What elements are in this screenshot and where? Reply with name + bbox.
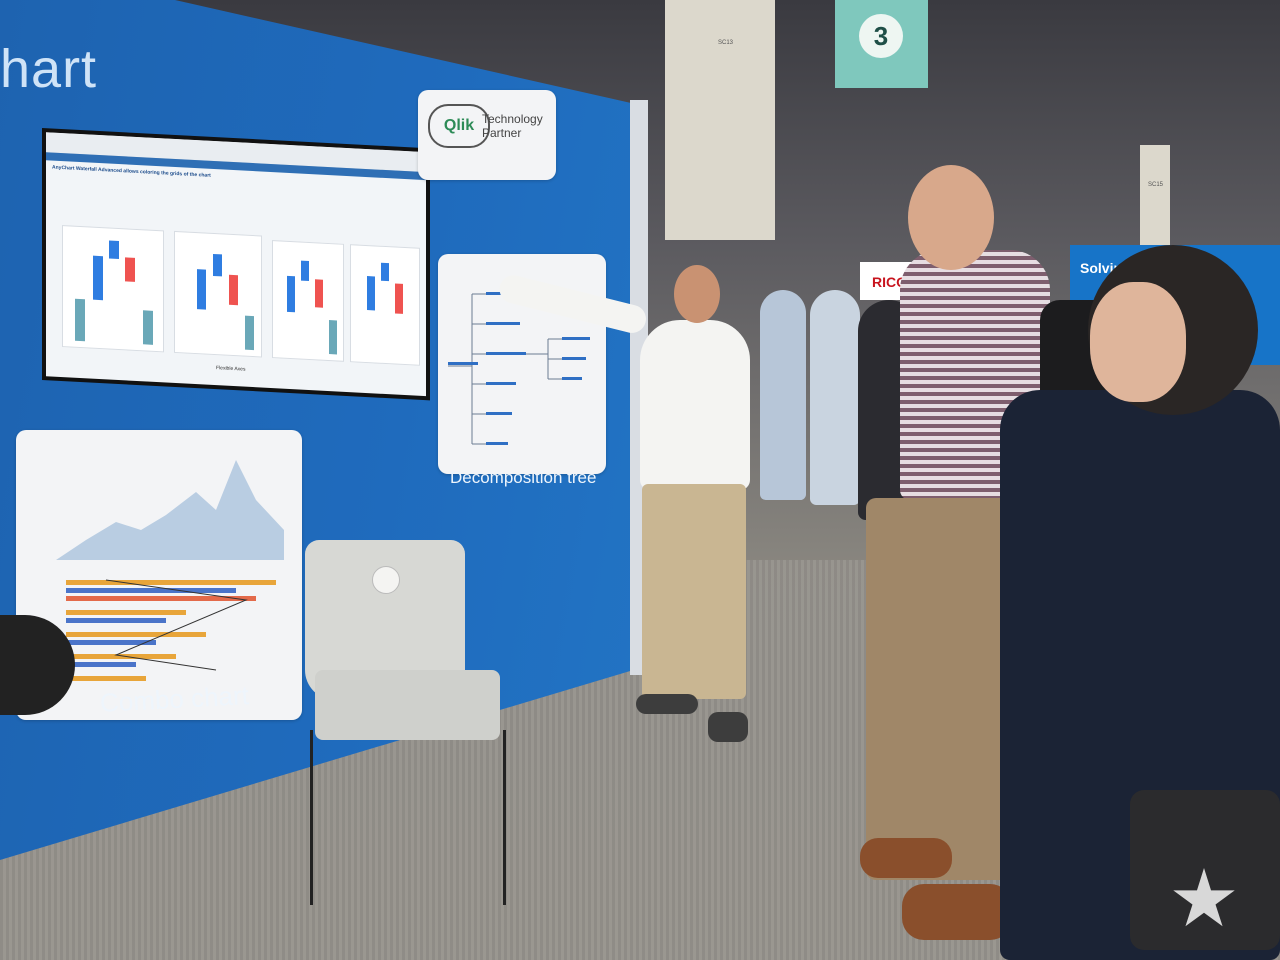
- chart-bar: [93, 255, 103, 301]
- chair-logo-sticker: [372, 566, 400, 594]
- waterfall-chart: [62, 225, 164, 353]
- waterfall-chart: [350, 244, 420, 366]
- attendee-shoe: [860, 838, 952, 878]
- background-attendee: [760, 290, 806, 500]
- partner-label: Technology Partner: [482, 112, 543, 140]
- chair-legs: [310, 730, 506, 905]
- chart-bar: [143, 310, 153, 345]
- chart-bar: [75, 298, 85, 342]
- combo-chart-graphic: [56, 460, 284, 681]
- chart-bar: [367, 276, 375, 311]
- attendee-head: [908, 165, 994, 270]
- attendee-face: [1090, 282, 1186, 402]
- presenter-shoe: [708, 712, 748, 742]
- chart-bar: [301, 260, 309, 281]
- waterfall-chart: [174, 230, 262, 358]
- chart-bar: [315, 279, 323, 308]
- background-attendee: [810, 290, 860, 505]
- chart-bar: [329, 320, 337, 355]
- tote-bag: [1130, 790, 1280, 950]
- chart-bar: [287, 275, 295, 313]
- display-monitor: AnyChart Waterfall Advanced allows color…: [42, 128, 430, 401]
- chart-bar: [245, 315, 254, 351]
- chart-bar: [395, 283, 403, 314]
- hall-pillar: [665, 0, 775, 240]
- qlik-logo: Qlik: [428, 104, 490, 148]
- chart-bar: [125, 257, 135, 282]
- presenter-head: [674, 265, 720, 323]
- chart-bar: [381, 262, 389, 282]
- pillar-label: SC13: [718, 40, 734, 46]
- chart-bar: [109, 240, 119, 260]
- chart-bar: [229, 274, 238, 306]
- chart-bar: [213, 253, 222, 277]
- pillar-label: SC15: [1148, 182, 1164, 188]
- hall-pillar: [1140, 145, 1170, 245]
- attendee-shoe: [902, 884, 1012, 940]
- qlik-partner-card: Qlik Technology Partner: [418, 90, 556, 180]
- aisle-sign: 3: [835, 0, 928, 88]
- monitor-screen: AnyChart Waterfall Advanced allows color…: [46, 132, 426, 397]
- presenter-torso: [640, 320, 750, 490]
- wall-title: hart: [0, 39, 98, 99]
- chair-seat: [315, 670, 500, 740]
- chart-bar: [197, 269, 206, 310]
- waterfall-chart: [272, 240, 344, 362]
- screen-footer: Flexible Axes: [216, 365, 246, 373]
- decomposition-tree-label: Decomposition tree: [450, 468, 597, 487]
- presenter-legs: [642, 484, 746, 699]
- aisle-number: 3: [859, 14, 903, 58]
- presenter-shoe: [636, 694, 698, 714]
